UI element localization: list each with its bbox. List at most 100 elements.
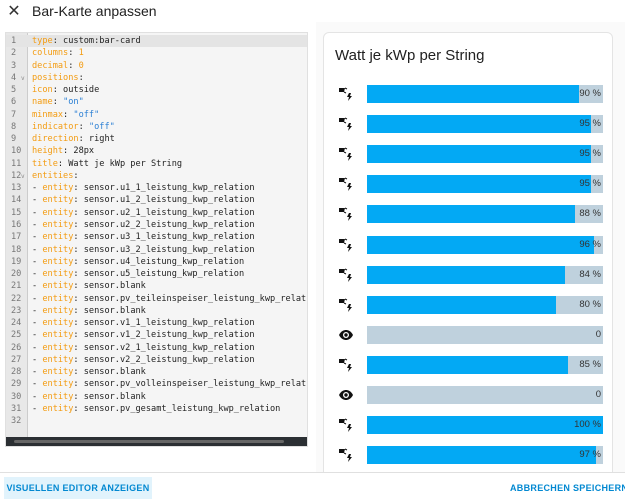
bar-track: 97 % xyxy=(367,446,603,465)
save-button[interactable]: SPEICHERN xyxy=(573,483,625,493)
code-line[interactable]: 20 - entity: sensor.u5_leistung_kwp_rela… xyxy=(6,268,307,280)
bar-row[interactable]: 90 % xyxy=(324,85,612,103)
eye-icon xyxy=(338,328,354,342)
line-number: 30 xyxy=(11,391,22,402)
code-line[interactable]: 17 - entity: sensor.u3_1_leistung_kwp_re… xyxy=(6,231,307,243)
yaml-value: : xyxy=(68,60,79,71)
code-line[interactable]: 15 - entity: sensor.u2_1_leistung_kwp_re… xyxy=(6,207,307,219)
solar-power-icon xyxy=(338,418,354,433)
code-line[interactable]: 9 direction: right xyxy=(6,133,307,145)
code-text: decimal: 0 xyxy=(28,60,306,72)
yaml-key: type xyxy=(32,36,53,46)
close-icon[interactable]: ✕ xyxy=(7,3,21,20)
code-line[interactable]: 2 columns: 1 xyxy=(6,47,307,59)
bar-row[interactable]: 100 % xyxy=(324,416,612,435)
yaml-value: : xyxy=(73,170,79,181)
code-line[interactable]: 19 - entity: sensor.u4_leistung_kwp_rela… xyxy=(6,256,307,268)
code-line[interactable]: 21 - entity: sensor.blank xyxy=(6,280,307,292)
yaml-value: : xyxy=(63,109,74,120)
code-text: - entity: sensor.u3_1_leistung_kwp_relat… xyxy=(28,231,306,243)
bar-row[interactable]: 97 % xyxy=(324,446,612,465)
code-line[interactable]: 27 - entity: sensor.v2_2_leistung_kwp_re… xyxy=(6,354,307,366)
bar-track: 100 % xyxy=(367,416,603,435)
yaml-value: : sensor.pv_gesamt_leistung_kwp_relation xyxy=(73,403,281,414)
bar-row[interactable]: 95 % xyxy=(324,175,612,194)
bar-row[interactable]: 0 xyxy=(324,386,612,404)
code-text: - entity: sensor.u3_2_leistung_kwp_relat… xyxy=(28,244,306,256)
bar-value: 80 % xyxy=(579,298,601,310)
code-text: indicator: "off" xyxy=(28,121,306,133)
code-line[interactable]: 10 height: 28px xyxy=(6,145,307,157)
yaml-key: title xyxy=(32,158,58,169)
bar-row[interactable]: 80 % xyxy=(324,295,612,314)
code-text: - entity: sensor.u5_leistung_kwp_relatio… xyxy=(28,268,306,280)
bar-row[interactable]: 88 % xyxy=(324,205,612,224)
code-text: type: custom:bar-card xyxy=(28,35,306,47)
code-text: - entity: sensor.blank xyxy=(28,280,306,292)
code-line[interactable]: 1 type: custom:bar-card xyxy=(6,35,307,48)
yaml-key: entity xyxy=(42,269,74,280)
cancel-button[interactable]: ABBRECHEN xyxy=(510,483,571,493)
code-line[interactable]: 13 - entity: sensor.u1_1_leistung_kwp_re… xyxy=(6,182,307,194)
yaml-code-editor[interactable]: 1 type: custom:bar-card 2 columns: 1 3 decima… xyxy=(5,32,308,447)
yaml-value: - xyxy=(32,305,43,316)
code-text: name: "on" xyxy=(28,96,306,108)
code-line[interactable]: 30 - entity: sensor.blank xyxy=(6,391,307,403)
code-line[interactable]: 31 - entity: sensor.pv_gesamt_leistung_k… xyxy=(6,403,307,415)
code-text: - entity: sensor.u2_2_leistung_kwp_relat… xyxy=(28,219,306,231)
code-line[interactable]: 16 - entity: sensor.u2_2_leistung_kwp_re… xyxy=(6,219,307,231)
fold-chevron-icon[interactable]: v xyxy=(21,172,25,180)
yaml-key: 0 xyxy=(78,60,84,71)
bar-row[interactable]: 84 % xyxy=(324,265,612,284)
bar-row[interactable]: 95 % xyxy=(324,115,612,134)
yaml-key: entity xyxy=(42,367,74,378)
code-line[interactable]: 14 - entity: sensor.u1_2_leistung_kwp_re… xyxy=(6,194,307,206)
line-number: 9 xyxy=(11,134,17,145)
code-line[interactable]: 6 name: "on" xyxy=(6,96,307,108)
bar-row[interactable]: 85 % xyxy=(324,355,612,374)
yaml-value: - xyxy=(32,330,43,341)
solar-power-icon xyxy=(338,448,354,463)
yaml-value: : 28px xyxy=(63,146,95,157)
bar-row[interactable]: 95 % xyxy=(324,145,612,164)
yaml-value: : outside xyxy=(52,85,100,96)
line-number: 10 xyxy=(11,146,22,157)
code-line[interactable]: 29 - entity: sensor.pv_volleinspeiser_le… xyxy=(6,378,307,390)
scrollbar-thumb[interactable] xyxy=(14,440,284,443)
yaml-key: entities xyxy=(32,170,74,181)
code-line[interactable]: 23 - entity: sensor.blank xyxy=(6,305,307,317)
code-line[interactable]: 32 xyxy=(6,415,307,427)
bar-value: 0 xyxy=(595,328,601,340)
code-line[interactable]: 25 - entity: sensor.v1_2_leistung_kwp_re… xyxy=(6,329,307,341)
bar-row[interactable]: 96 % xyxy=(324,235,612,254)
line-number: 15 xyxy=(11,207,22,218)
code-line[interactable]: 11 title: Watt je kWp per String xyxy=(6,158,307,170)
code-line[interactable]: 3 decimal: 0 xyxy=(6,60,307,72)
code-line[interactable]: 24 - entity: sensor.v1_1_leistung_kwp_re… xyxy=(6,317,307,329)
code-line[interactable]: 26 - entity: sensor.v2_1_leistung_kwp_re… xyxy=(6,342,307,354)
code-line[interactable]: 22 - entity: sensor.pv_teileinspeiser_le… xyxy=(6,293,307,305)
yaml-value: : sensor.blank xyxy=(73,281,146,292)
code-line[interactable]: 12 v entities: xyxy=(6,170,307,182)
code-line[interactable]: 8 indicator: "off" xyxy=(6,121,307,133)
yaml-value: : sensor.u3_1_leistung_kwp_relation xyxy=(73,232,255,243)
bar-track: 95 % xyxy=(367,145,603,164)
card-preview: Watt je kWp per String 90 % 95 % 95 % 95 % 8… xyxy=(316,22,625,492)
code-text: - entity: sensor.u2_1_leistung_kwp_relat… xyxy=(28,207,306,219)
bar-row[interactable]: 0 xyxy=(324,325,612,344)
horizontal-scrollbar[interactable] xyxy=(6,437,307,446)
yaml-key: icon xyxy=(32,85,53,96)
yaml-key: entity xyxy=(42,318,74,329)
code-text: positions: xyxy=(28,72,306,84)
code-line[interactable]: 28 - entity: sensor.blank xyxy=(6,366,307,378)
code-line[interactable]: 18 - entity: sensor.u3_2_leistung_kwp_re… xyxy=(6,244,307,256)
show-visual-editor-button[interactable]: VISUELLEN EDITOR ANZEIGEN xyxy=(4,477,152,499)
line-number: 28 xyxy=(11,367,22,378)
code-line[interactable]: 4 v positions: xyxy=(6,72,307,84)
code-line[interactable]: 7 minmax: "off" xyxy=(6,109,307,121)
fold-chevron-icon[interactable]: v xyxy=(21,74,25,82)
yaml-key: entity xyxy=(42,391,74,402)
code-line[interactable]: 5 icon: outside xyxy=(6,84,307,96)
bar-fill xyxy=(367,235,594,254)
